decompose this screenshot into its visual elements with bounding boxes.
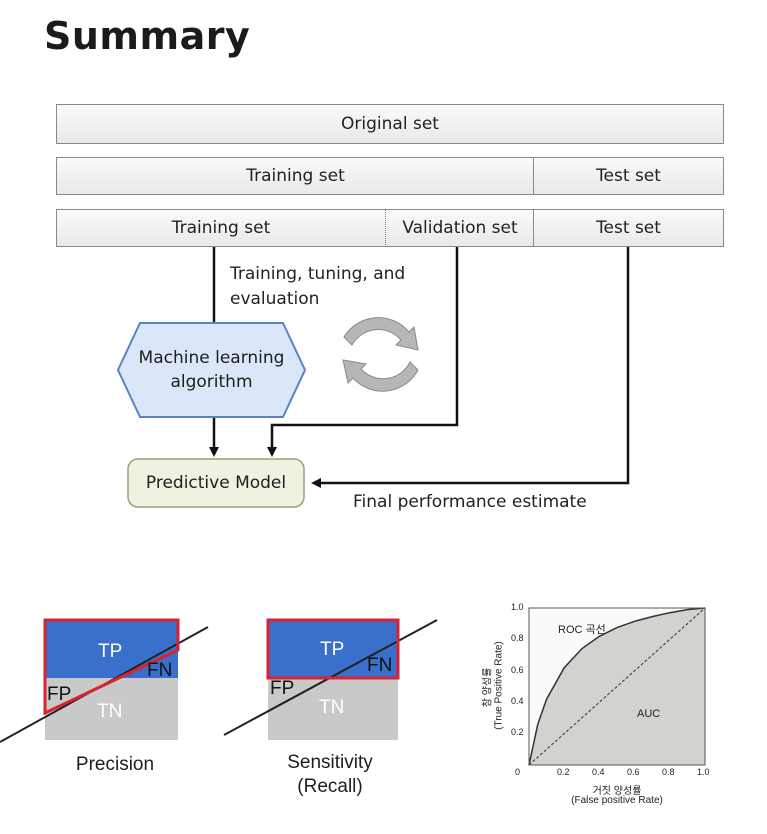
training-subset-bar: Training set <box>56 209 386 247</box>
recall-tn-label: TN <box>319 697 345 718</box>
algorithm-label: Machine learning algorithm <box>118 323 305 417</box>
predictive-model-box <box>127 458 305 508</box>
roc-x-tick: 0.2 <box>557 767 570 777</box>
roc-y-tick: 0.6 <box>511 665 524 675</box>
page-title: Summary <box>44 14 251 58</box>
precision-tn-label: TN <box>97 701 123 722</box>
precision-fn-label: FN <box>147 660 173 681</box>
cycle-arrows-icon <box>342 317 419 392</box>
loop-caption-line2: evaluation <box>230 289 320 309</box>
precision-caption: Precision <box>75 754 155 775</box>
algorithm-line1: Machine learning <box>138 348 285 368</box>
precision-tp-label: TP <box>98 641 123 662</box>
roc-xlabel-en: (False positive Rate) <box>571 795 663 806</box>
precision-diagram <box>0 618 209 743</box>
loop-caption-line1: Training, tuning, and <box>230 264 406 284</box>
roc-y-tick: 1.0 <box>511 602 524 612</box>
predictive-model-label: Predictive Model <box>145 473 287 493</box>
roc-ylabel-ko: 참 양성률 <box>482 667 494 708</box>
roc-title: ROC 곡선 <box>558 624 606 636</box>
roc-x-tick: 1.0 <box>697 767 710 777</box>
roc-diagonal-line <box>528 607 706 766</box>
recall-tp-area <box>268 620 398 678</box>
roc-ylabel-en: (True Positive Rate) <box>493 641 505 730</box>
roc-x-tick: 0.4 <box>592 767 605 777</box>
precision-fp-label: FP <box>47 684 72 705</box>
final-estimate-caption: Final performance estimate <box>353 492 587 512</box>
precision-tp-area <box>45 620 178 678</box>
roc-x-tick: 0.8 <box>662 767 675 777</box>
final-test-set-bar: Test set <box>533 209 724 247</box>
recall-tp-label: TP <box>320 639 345 660</box>
recall-diagram <box>223 618 438 740</box>
roc-y-tick: 0.2 <box>511 727 524 737</box>
recall-fp-label: FP <box>270 678 295 699</box>
recall-caption-line1: Sensitivity <box>287 752 373 773</box>
roc-auc-label: AUC <box>637 708 661 720</box>
roc-y-tick: 0.4 <box>511 696 524 706</box>
precision-outline <box>43 618 180 716</box>
original-set-bar: Original set <box>56 104 724 144</box>
test-set-bar: Test set <box>533 157 724 195</box>
recall-outline <box>266 618 400 680</box>
roc-xlabel-ko: 거짓 양성률 <box>592 786 642 797</box>
algorithm-hexagon <box>116 322 307 418</box>
recall-caption-line2: (Recall) <box>297 776 363 797</box>
roc-y-tick: 0.8 <box>511 633 524 643</box>
roc-x-tick: 0 <box>515 767 521 777</box>
algorithm-line2: algorithm <box>170 372 253 392</box>
arrow-validation-to-model <box>267 247 459 457</box>
recall-fn-label: FN <box>367 655 393 676</box>
roc-x-tick: 0.6 <box>627 767 640 777</box>
arrow-test-to-model <box>311 247 630 488</box>
roc-curve-line <box>528 607 706 766</box>
validation-set-bar: Validation set <box>385 209 535 247</box>
roc-plot-border <box>528 607 706 766</box>
